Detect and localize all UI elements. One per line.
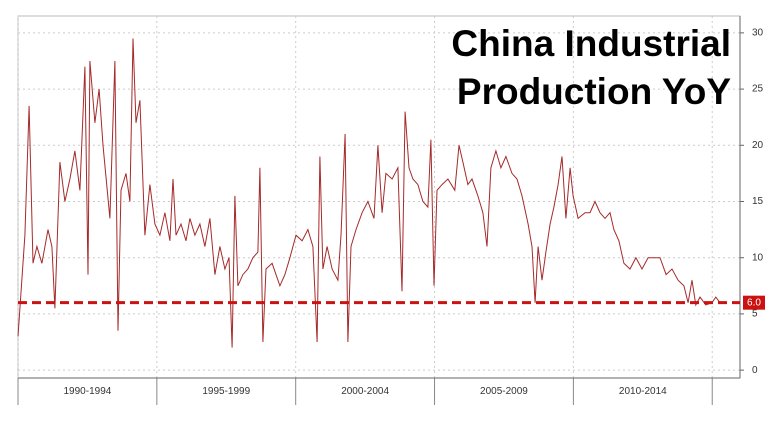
y-tick-label: 30 (752, 28, 764, 39)
x-tick-label: 2000-2004 (341, 386, 389, 397)
y-tick-label: 10 (752, 252, 764, 263)
y-tick-label: 20 (752, 140, 764, 151)
reference-label: 6.0 (747, 297, 761, 308)
x-tick-label: 2005-2009 (480, 386, 528, 397)
reference-label-box (743, 295, 765, 310)
x-tick-label: 2010-2014 (619, 386, 667, 397)
chart-title: China Industrial Production YoY (451, 23, 731, 112)
y-tick-label: 25 (752, 84, 764, 95)
line-series (17, 38, 721, 348)
y-tick-label: 0 (752, 365, 758, 376)
x-tick-label: 1995-1999 (202, 386, 250, 397)
y-tick-label: 15 (752, 196, 764, 207)
x-tick-label: 1990-1994 (64, 386, 112, 397)
y-tick-label: 5 (752, 309, 758, 320)
